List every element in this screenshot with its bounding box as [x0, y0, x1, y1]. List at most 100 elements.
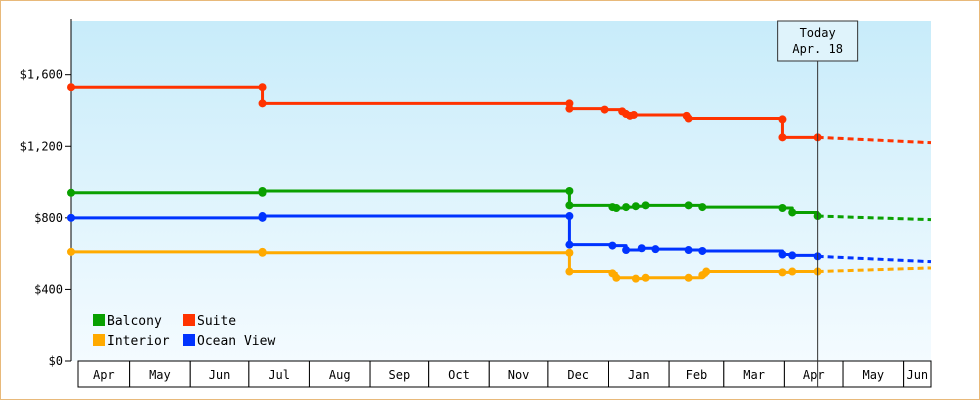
y-tick-label: $800: [34, 211, 63, 225]
data-point: [651, 245, 660, 254]
data-point: [258, 83, 267, 92]
data-point: [565, 104, 574, 113]
data-point: [608, 241, 617, 250]
y-tick-label: $1,200: [20, 139, 63, 153]
data-point: [778, 115, 787, 124]
data-point: [565, 201, 574, 210]
x-tick-label: Aug: [329, 368, 351, 382]
legend-label: Interior: [107, 334, 170, 349]
data-point: [631, 202, 640, 211]
y-tick-label: $0: [49, 354, 63, 368]
series-suite: [67, 83, 932, 145]
today-date-label: Apr. 18: [792, 42, 843, 56]
legend-swatch: [183, 334, 195, 346]
legend-label: Balcony: [107, 314, 162, 329]
x-tick-label: Jul: [268, 368, 290, 382]
data-point: [641, 201, 650, 210]
x-month-cell: [189, 360, 250, 388]
x-tick-label: Apr: [93, 368, 115, 382]
data-point: [565, 248, 574, 257]
legend-swatch: [93, 334, 105, 346]
data-point: [684, 246, 693, 255]
data-point: [565, 240, 574, 249]
data-point: [778, 133, 787, 142]
legend: Balcony Suite Interior Ocean View: [93, 314, 275, 349]
series-layer: [67, 83, 932, 283]
data-point: [612, 273, 621, 282]
data-point: [67, 247, 75, 256]
x-tick-label: Feb: [686, 368, 708, 382]
data-point: [698, 246, 707, 255]
x-axis: Apr May Jun Jul Aug Sep Oct Nov Dec Jan Feb Mar Apr M…: [77, 360, 932, 388]
forecast-line-suite: [817, 135, 932, 145]
data-point: [641, 273, 650, 282]
data-point: [778, 204, 787, 212]
x-tick-label: Jun: [906, 368, 928, 382]
series-ocean-view: [67, 212, 932, 264]
data-point: [258, 187, 267, 195]
x-month-cell: [129, 360, 191, 388]
y-tick-label: $1,600: [20, 68, 63, 82]
legend-swatch: [93, 314, 105, 326]
x-month-cell: [783, 360, 844, 388]
x-month-cell: [668, 360, 725, 388]
x-month-cell: [608, 360, 670, 388]
data-point: [788, 208, 797, 217]
y-tick-label: $400: [34, 282, 63, 296]
data-point: [565, 187, 574, 195]
forecast-line-interior: [817, 266, 932, 274]
x-tick-label: Sep: [389, 368, 411, 382]
today-box: [777, 20, 859, 62]
x-tick-label: Jun: [209, 368, 231, 382]
data-point: [612, 204, 621, 212]
x-tick-label: Nov: [508, 368, 530, 382]
data-point: [67, 188, 75, 197]
data-point: [778, 250, 787, 259]
data-point: [631, 274, 640, 283]
data-point: [622, 246, 631, 255]
series-balcony: [67, 187, 932, 222]
x-month-cell: [903, 360, 932, 388]
data-point: [67, 83, 75, 92]
x-tick-label: Jan: [628, 368, 650, 382]
data-point: [637, 244, 646, 253]
x-tick-label: Dec: [567, 368, 589, 382]
x-tick-label: Mar: [743, 368, 765, 382]
x-tick-label: Apr: [803, 368, 825, 382]
data-point: [629, 110, 638, 119]
data-point: [258, 212, 267, 221]
data-point: [684, 114, 693, 123]
data-point: [684, 201, 693, 210]
x-month-cell: [369, 360, 430, 388]
x-tick-label: May: [862, 368, 884, 382]
data-point: [698, 203, 707, 212]
data-point: [702, 267, 711, 276]
x-tick-label: Oct: [448, 368, 470, 382]
data-point: [258, 248, 267, 257]
x-month-cell: [248, 360, 310, 388]
x-month-cell: [488, 360, 549, 388]
today-label: Today: [800, 26, 836, 40]
today-marker: Today Apr. 18: [777, 20, 859, 387]
data-point: [565, 267, 574, 276]
data-point: [788, 267, 797, 276]
series-interior: [67, 247, 932, 283]
data-point: [258, 99, 267, 108]
data-point: [67, 213, 75, 222]
data-point: [684, 273, 693, 282]
forecast-line-ocean-view: [817, 254, 932, 264]
legend-label: Suite: [197, 314, 236, 329]
x-month-cell: [842, 360, 905, 388]
legend-swatch: [183, 314, 195, 326]
y-axis: $0 $400 $800 $1,200 $1,600: [20, 19, 72, 368]
data-point: [565, 212, 574, 221]
data-point: [600, 105, 609, 114]
x-month-cell: [308, 360, 371, 388]
x-tick-label: May: [149, 368, 171, 382]
forecast-line-balcony: [817, 214, 932, 222]
data-point: [778, 268, 787, 277]
legend-label: Ocean View: [197, 334, 275, 349]
x-month-cell: [547, 360, 610, 388]
